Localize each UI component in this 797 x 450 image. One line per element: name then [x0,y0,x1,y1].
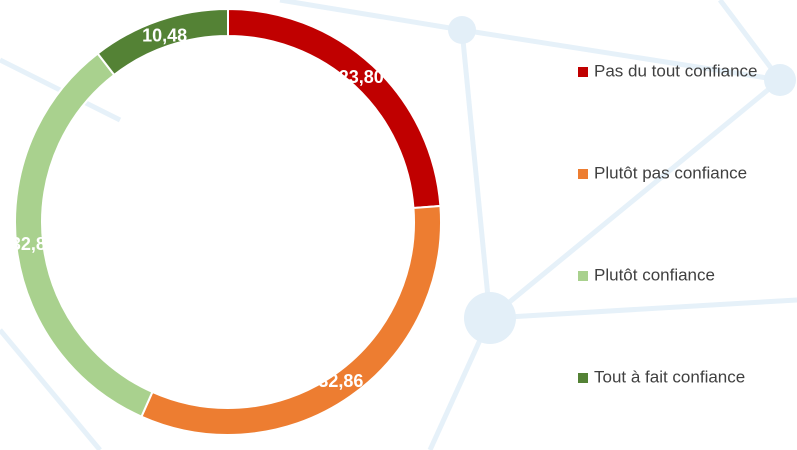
legend-label: Tout à fait confiance [594,367,745,386]
legend-label: Plutôt pas confiance [594,163,747,182]
donut-segment [141,206,441,435]
legend-label: Plutôt confiance [594,265,715,284]
data-label: 32,86 [11,234,56,254]
legend-swatch [578,169,588,179]
data-label: 32,86 [318,371,363,391]
legend-swatch [578,67,588,77]
legend-swatch [578,373,588,383]
donut-segment [228,9,440,208]
data-label: 10,48 [142,25,187,45]
legend-label: Pas du tout confiance [594,61,758,80]
data-label: 23,80 [339,67,384,87]
chart: 23,80 32,86 32,86 10,48 Pas du tout confianc… [0,0,797,450]
legend-swatch [578,271,588,281]
